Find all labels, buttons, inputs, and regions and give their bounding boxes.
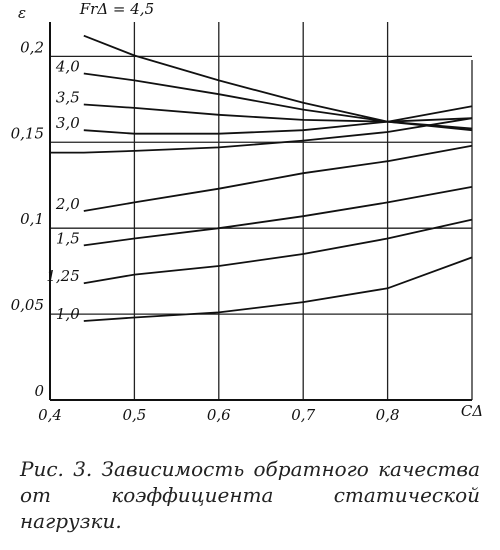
curve-label: 3,5 — [56, 88, 80, 106]
curve-label: 1,25 — [46, 267, 79, 285]
curve-label: 3,0 — [56, 114, 80, 132]
curve — [83, 186, 473, 247]
y-tick-label: 0,05 — [11, 296, 44, 314]
y-tick-label: 0,15 — [11, 124, 44, 142]
curve-label: 1,5 — [56, 229, 80, 247]
curve — [83, 218, 473, 285]
curve — [83, 72, 473, 130]
x-axis-label: CΔ — [461, 402, 483, 420]
curve-label: 2,0 — [55, 195, 80, 213]
curve — [83, 103, 473, 123]
x-tick-label: 0,4 — [38, 406, 62, 424]
curve — [83, 256, 473, 322]
caption: Рис. 3. Зависимость обратного качества о… — [20, 457, 480, 533]
curve-label: 4,0 — [55, 58, 80, 76]
y-tick-label: 0,1 — [20, 210, 44, 228]
x-tick-label: 0,6 — [207, 406, 231, 424]
curve-label: FrΔ = 4,5 — [79, 0, 154, 18]
x-tick-label: 0,7 — [291, 406, 315, 424]
curve — [50, 117, 473, 154]
chart: ε 0 0,05 0,1 0,15 0,2 0,4 0,5 0,6 0,7 0,8 CΔ FrΔ = … — [11, 0, 484, 424]
y-axis-label: ε — [18, 4, 26, 22]
curve — [83, 144, 473, 212]
x-tick-label: 0,5 — [122, 406, 146, 424]
curve — [83, 105, 473, 135]
y-tick-label: 0,2 — [20, 38, 44, 56]
x-tick-label: 0,8 — [376, 406, 400, 424]
y-tick-label: 0 — [34, 382, 44, 400]
curve-label: 1,0 — [56, 305, 80, 323]
